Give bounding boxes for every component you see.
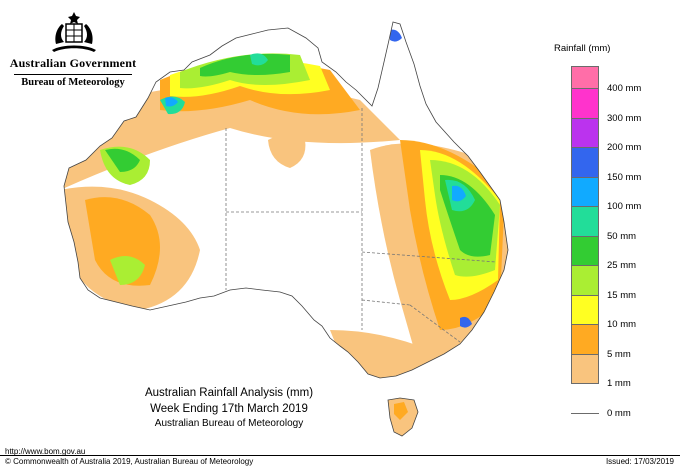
caption-period: Week Ending 17th March 2019 — [150, 403, 308, 415]
legend-label: 50 mm — [607, 230, 637, 242]
legend-label: 0 mm — [607, 407, 631, 419]
legend-label: 100 mm — [607, 201, 642, 212]
mainland-coastline — [63, 21, 509, 379]
state-borders — [225, 108, 497, 343]
legend-swatch — [571, 177, 599, 207]
legend-label: 400 mm — [607, 83, 642, 94]
rain-1mm-central-blob — [268, 134, 306, 168]
caption-source: Australian Bureau of Meteorology — [154, 418, 304, 429]
legend-label: 10 mm — [607, 319, 637, 330]
legend-swatch — [571, 266, 599, 296]
legend-label: 25 mm — [607, 260, 637, 271]
legend-swatch — [571, 148, 599, 178]
legend-label: 150 mm — [607, 171, 642, 183]
legend-label: 300 mm — [607, 112, 642, 124]
footer-divider — [0, 455, 680, 456]
legend-swatch — [571, 295, 599, 325]
legend-swatch — [571, 325, 599, 355]
legend-swatches — [571, 66, 599, 414]
logo-divider — [14, 74, 132, 75]
legend-swatch — [571, 384, 599, 414]
government-title: Australian Government — [9, 56, 137, 70]
legend-swatch — [571, 354, 599, 384]
rain-150mm-nsw — [460, 316, 472, 328]
copyright-text: © Commonwealth of Australia 2019, Austra… — [5, 457, 254, 466]
legend-swatch — [571, 236, 599, 266]
rain-25mm-north — [200, 53, 290, 77]
rain-100mm-north — [165, 97, 178, 107]
website-link[interactable]: http://www.bom.gov.au — [5, 447, 86, 456]
map-caption: Australian Rainfall Analysis (mm) Week E… — [118, 386, 340, 430]
rain-15mm-pilbara — [110, 256, 145, 285]
coat-of-arms-icon — [52, 12, 96, 52]
legend-label: 15 mm — [607, 289, 637, 301]
rain-100mm-queensland — [452, 185, 466, 202]
legend-swatch — [571, 207, 599, 237]
legend-label: 5 mm — [607, 348, 631, 360]
legend-swatch — [571, 66, 599, 89]
legend-label: 1 mm — [607, 378, 631, 389]
legend-label: 200 mm — [607, 142, 642, 153]
legend-title: Rainfall (mm) — [554, 43, 611, 54]
government-logo: Australian Government Bureau of Meteorol… — [8, 10, 138, 94]
rain-50mm-arnhem — [250, 53, 268, 66]
tasmania-rain-5mm — [394, 402, 408, 420]
legend-frame — [571, 66, 599, 384]
rain-150mm-capeyork — [390, 29, 402, 42]
rain-25mm-kimberley — [105, 148, 140, 172]
bureau-title: Bureau of Meteorology — [21, 77, 125, 88]
caption-title: Australian Rainfall Analysis (mm) — [144, 387, 314, 399]
legend-swatch — [571, 118, 599, 148]
legend-swatch — [571, 89, 599, 119]
issued-date: Issued: 17/03/2019 — [605, 457, 674, 466]
